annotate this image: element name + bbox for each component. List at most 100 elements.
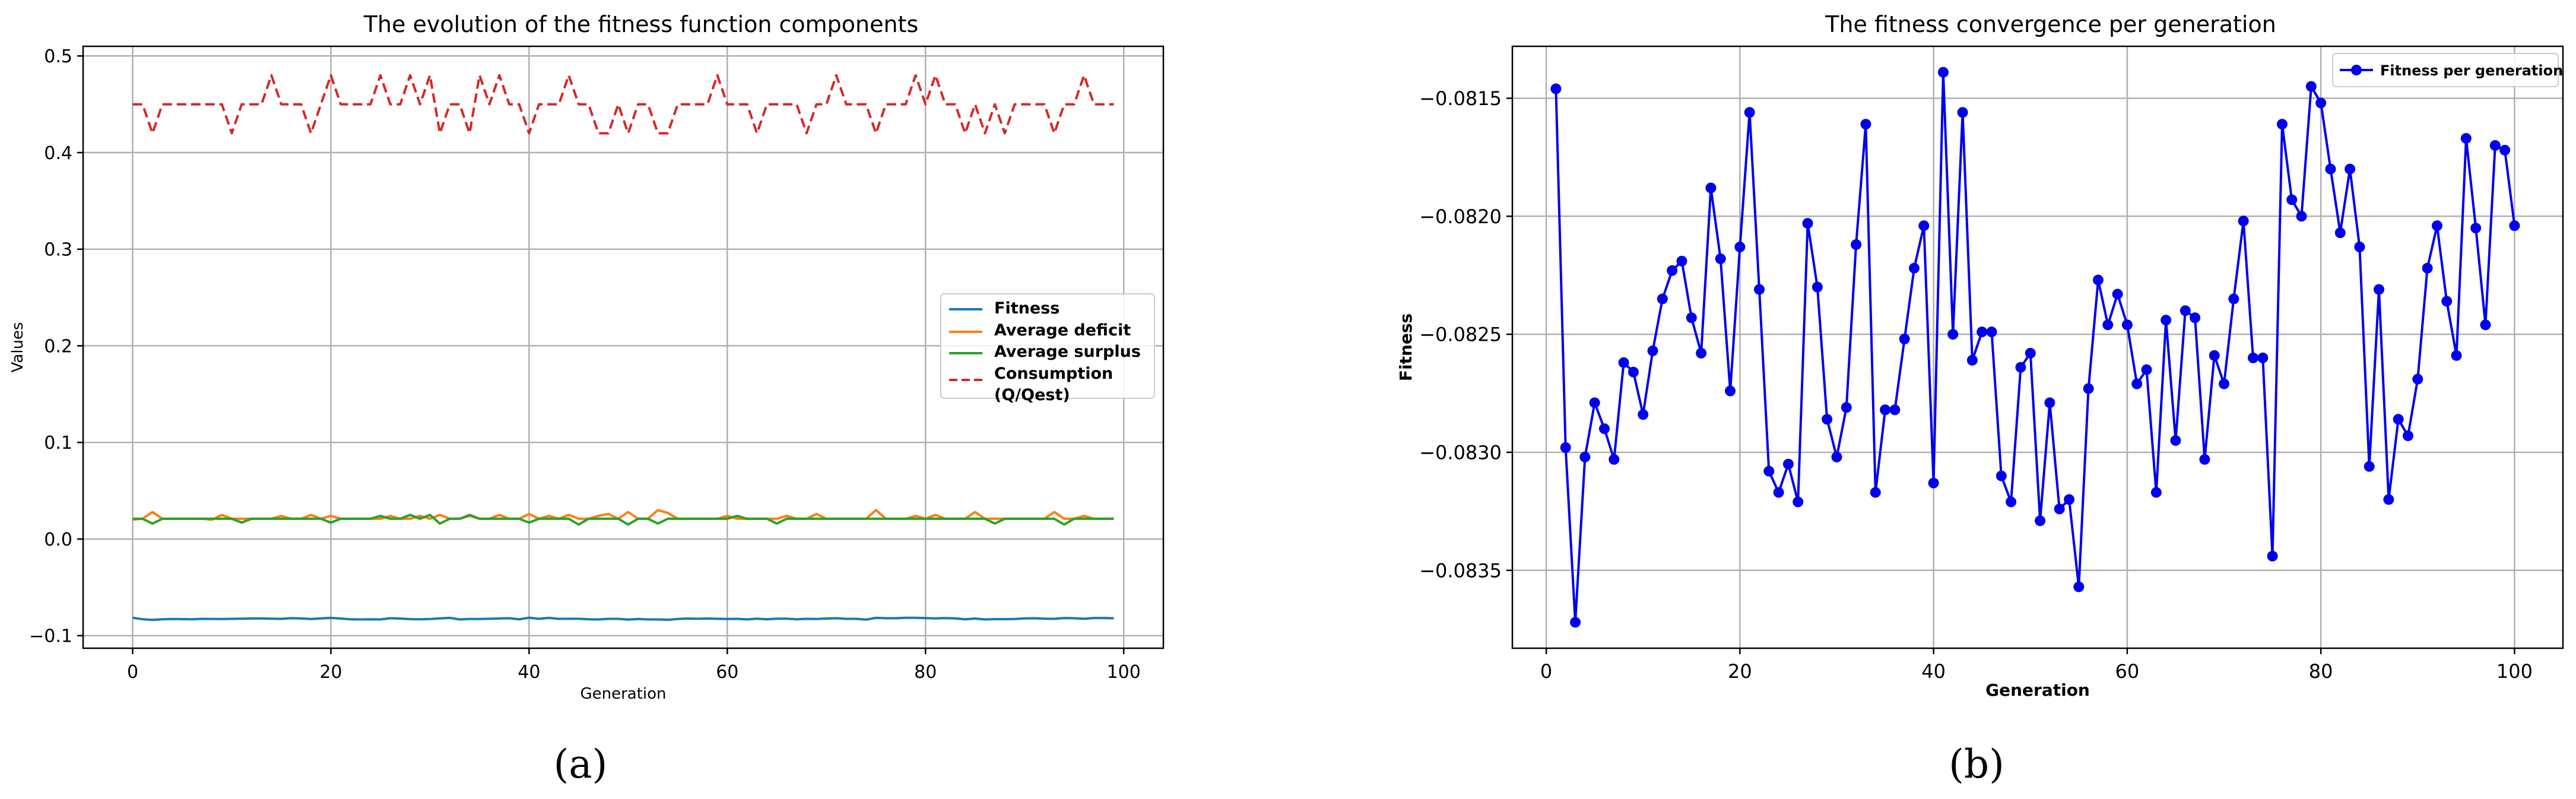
data-point xyxy=(1628,366,1639,378)
series-line-consumption-q-qest- xyxy=(132,74,1114,135)
data-point xyxy=(2345,163,2356,175)
data-point xyxy=(1841,402,1852,413)
data-point xyxy=(1676,255,1687,267)
chart-a-title: The evolution of the fitness function co… xyxy=(363,11,919,37)
data-point xyxy=(1753,284,1765,295)
legend-label: Fitness xyxy=(994,299,1059,318)
data-point xyxy=(1657,293,1668,305)
y-tick-label: 0.1 xyxy=(44,433,72,454)
data-point xyxy=(1802,218,1813,229)
x-tick-label: 0 xyxy=(1540,660,1552,683)
x-tick-label: 80 xyxy=(2309,660,2333,683)
data-point xyxy=(2199,454,2210,465)
y-tick-label: −0.0815 xyxy=(1419,87,1502,110)
x-tick-label: 40 xyxy=(518,662,540,683)
data-point xyxy=(1947,329,1959,340)
legend-label: Consumption (Q/Qest) xyxy=(994,364,1113,404)
y-tick-label: 0.5 xyxy=(44,46,72,67)
data-point xyxy=(2374,284,2385,295)
data-point xyxy=(2267,550,2278,562)
data-point xyxy=(1812,281,1823,293)
data-point xyxy=(1773,487,1784,498)
data-point xyxy=(2228,293,2239,305)
data-point xyxy=(1899,334,1910,345)
x-tick-label: 80 xyxy=(914,662,937,683)
data-point xyxy=(2150,487,2162,498)
y-tick-label: 0.0 xyxy=(44,530,72,550)
data-point xyxy=(2112,288,2123,300)
data-point xyxy=(1696,347,1707,359)
data-point xyxy=(2257,352,2269,363)
x-axis-label: Generation xyxy=(580,685,666,703)
legend-box xyxy=(2332,53,2559,87)
x-tick-label: 0 xyxy=(127,662,138,683)
data-point xyxy=(1822,414,1833,425)
x-tick-label: 100 xyxy=(2496,660,2533,683)
data-point xyxy=(1851,239,1862,251)
data-point xyxy=(2054,503,2065,515)
data-point xyxy=(2131,378,2143,389)
data-point xyxy=(1937,66,1949,78)
data-point xyxy=(2296,211,2307,222)
data-point xyxy=(2025,347,2036,359)
data-point xyxy=(1860,119,1871,130)
data-point xyxy=(2219,378,2230,389)
y-axis-label: Values xyxy=(9,322,27,373)
data-point xyxy=(1793,496,1804,508)
data-point xyxy=(1928,477,1939,489)
data-point xyxy=(2102,319,2114,331)
data-point xyxy=(1831,451,1842,462)
data-point xyxy=(1667,265,1678,276)
data-point xyxy=(2412,373,2423,385)
data-point xyxy=(2209,350,2220,361)
data-point xyxy=(2334,227,2346,239)
y-tick-label: −0.0820 xyxy=(1419,205,1502,228)
chart-a: The evolution of the fitness function co… xyxy=(9,11,1165,703)
chart-b-title: The fitness convergence per generation xyxy=(1825,11,2276,37)
data-point xyxy=(1686,312,1697,324)
data-point xyxy=(2393,414,2404,425)
x-axis-label: Generation xyxy=(1985,680,2090,700)
x-tick-label: 20 xyxy=(1728,660,1752,683)
data-point xyxy=(1977,326,1988,338)
legend-label-line: (Q/Qest) xyxy=(994,386,1070,404)
x-tick-label: 20 xyxy=(319,662,342,683)
data-point xyxy=(1618,357,1629,368)
data-point xyxy=(2190,312,2201,324)
data-point xyxy=(2035,515,2046,527)
data-point xyxy=(1889,404,1901,416)
x-tick-label: 40 xyxy=(1921,660,1946,683)
data-point xyxy=(2064,494,2075,505)
x-tick-label: 100 xyxy=(1107,662,1141,683)
legend-label-line: Consumption xyxy=(994,364,1113,383)
data-point xyxy=(1996,470,2007,481)
data-point xyxy=(1909,262,1920,274)
y-tick-label: −0.0830 xyxy=(1419,441,1502,464)
data-point xyxy=(1715,253,1726,264)
data-point xyxy=(1589,397,1600,408)
caption-b: (b) xyxy=(1949,741,2004,787)
data-point xyxy=(1638,409,1649,420)
legend-label: Fitness per generation xyxy=(2380,62,2563,79)
data-point xyxy=(1705,182,1717,194)
x-tick-label: 60 xyxy=(716,662,738,683)
caption-a: (a) xyxy=(554,741,608,787)
data-point xyxy=(2431,220,2442,232)
data-point xyxy=(2161,315,2172,326)
data-point xyxy=(2402,430,2413,442)
legend-box xyxy=(940,293,1155,399)
data-point xyxy=(1579,451,1591,462)
data-point xyxy=(2305,81,2317,92)
data-point xyxy=(1986,326,1997,338)
data-point xyxy=(2460,133,2472,144)
data-point xyxy=(2364,461,2375,472)
data-point xyxy=(1609,454,1620,465)
y-tick-label: −0.0835 xyxy=(1419,559,1502,582)
data-point xyxy=(2092,274,2104,286)
data-point xyxy=(2499,144,2511,156)
data-point xyxy=(2286,194,2298,205)
x-tick-label: 60 xyxy=(2115,660,2140,683)
data-point xyxy=(2083,383,2094,394)
data-point xyxy=(1782,458,1794,470)
